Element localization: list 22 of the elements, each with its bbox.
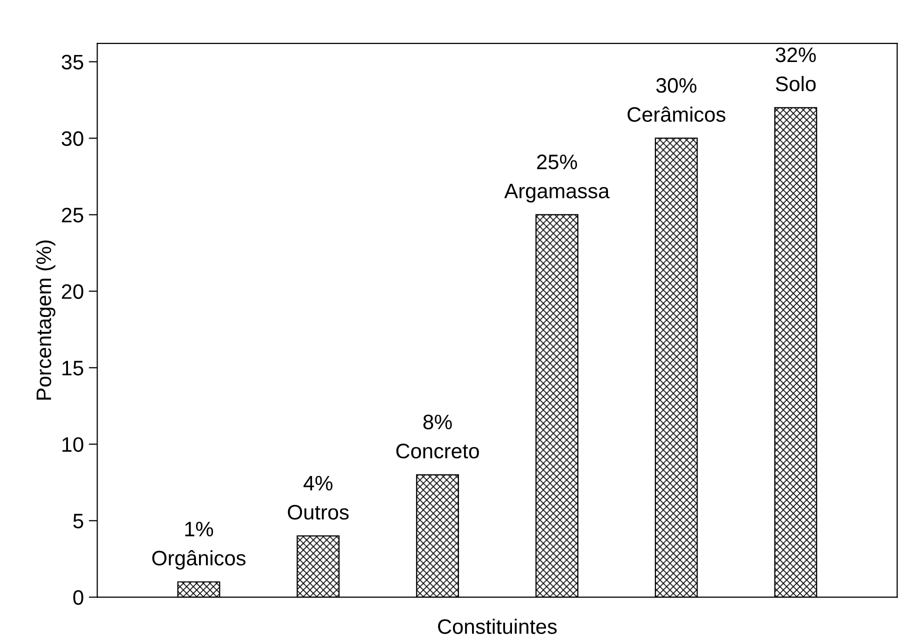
x-axis-title: Constituintes	[438, 618, 557, 634]
data-label: 25%	[537, 154, 578, 170]
data-label: 1%	[185, 522, 214, 536]
y-tick-label: 30	[62, 131, 84, 146]
x-tick-label: Orgânicos	[152, 550, 246, 570]
x-tick-label: Concreto	[396, 444, 479, 458]
data-label: 8%	[423, 414, 452, 430]
data-label: 30%	[656, 78, 696, 93]
y-tick-label: 25	[62, 208, 84, 222]
y-tick-label: 35	[62, 54, 84, 70]
x-tick-label: Argamassa	[504, 184, 610, 202]
y-tick-label: 15	[62, 360, 84, 376]
y-tick-label: 10	[62, 437, 84, 452]
x-tick-label: Cerâmicos	[628, 106, 726, 122]
x-tick-label: Outros	[288, 504, 349, 520]
data-label: 32%	[776, 47, 816, 62]
y-tick-label: 5	[73, 514, 84, 528]
data-label: 4%	[304, 476, 332, 490]
x-tick-label: Solo	[776, 76, 816, 92]
y-axis-title: Porcentagem (%)	[36, 240, 56, 400]
y-tick-label: 20	[62, 284, 84, 299]
y-tick-label: 0	[73, 590, 84, 605]
